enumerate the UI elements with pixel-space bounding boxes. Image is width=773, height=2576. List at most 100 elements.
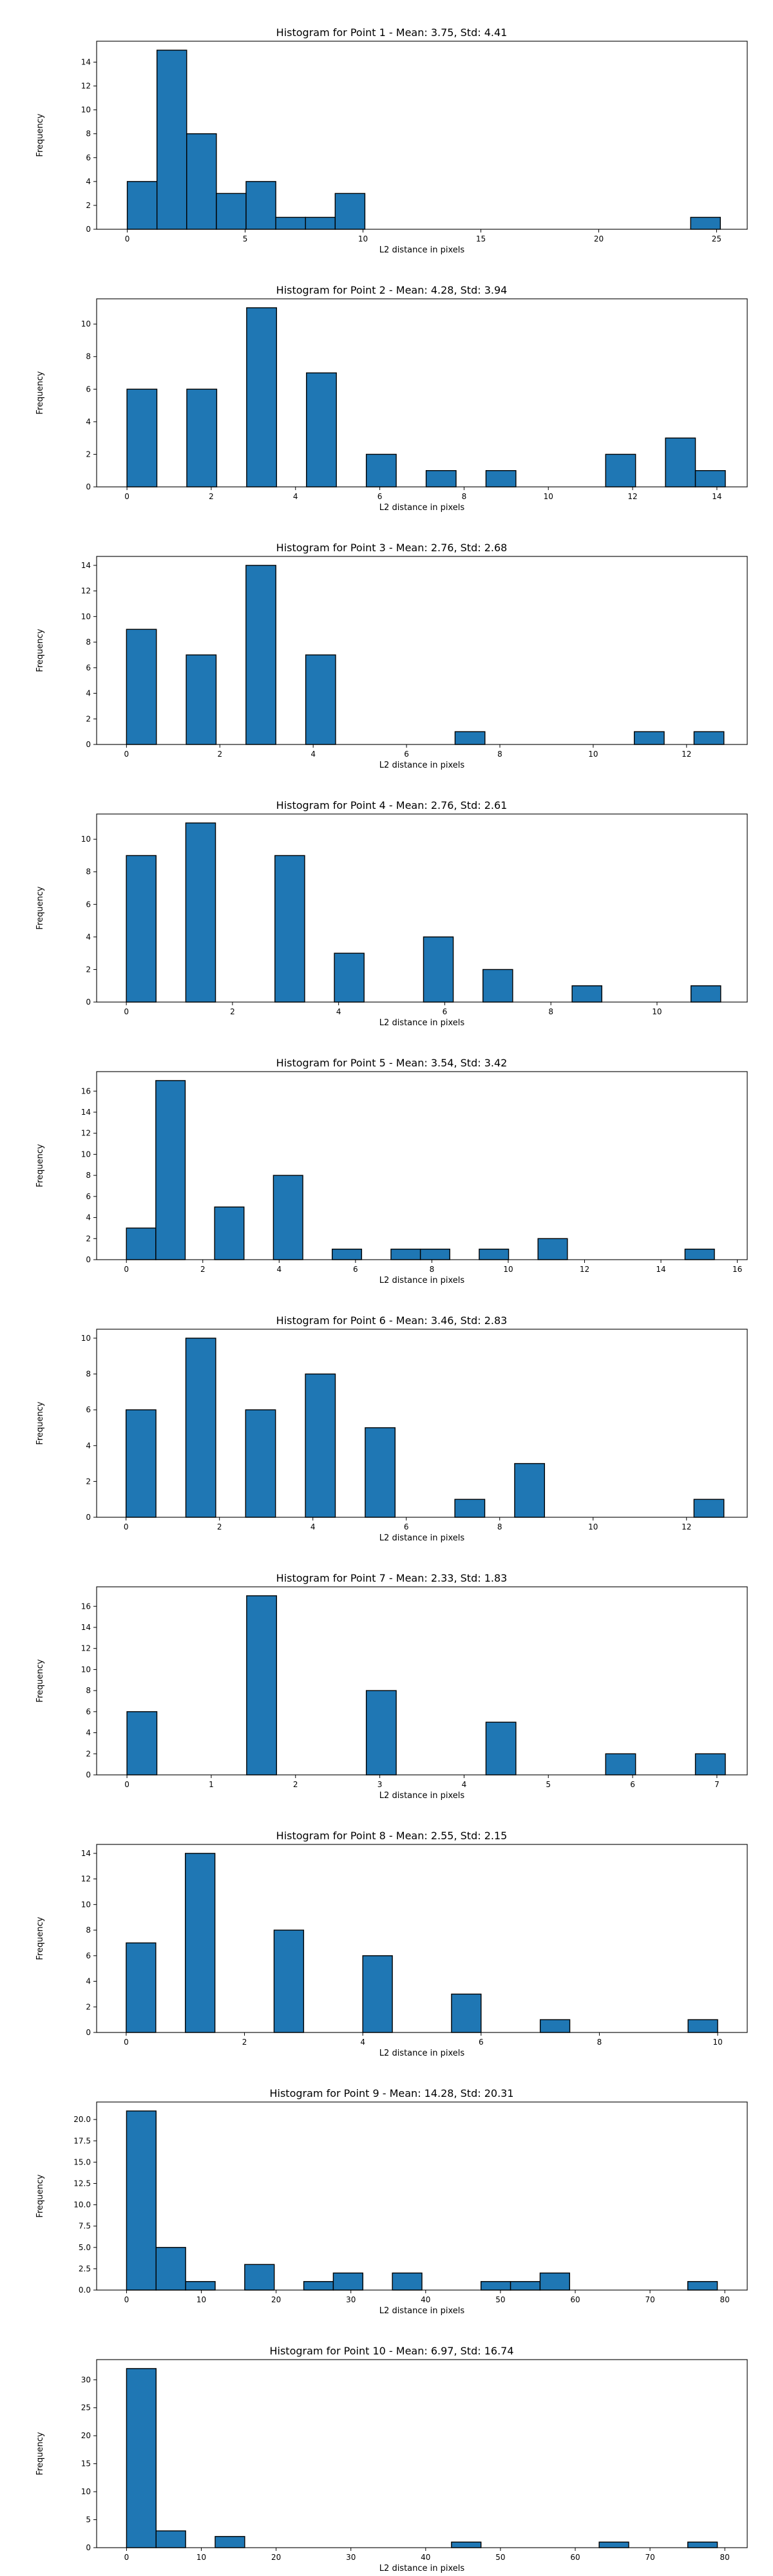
- y-tick-label: 12: [81, 1129, 91, 1138]
- histogram-panel: Histogram for Point 9 - Mean: 14.28, Std…: [0, 2061, 773, 2318]
- x-tick-label: 2: [209, 492, 214, 501]
- x-tick-label: 10: [588, 1522, 598, 1531]
- histogram-bar: [482, 969, 513, 1003]
- histogram-bar: [215, 2535, 245, 2548]
- y-ticks: 0 2 4 6 8 10 12 14: [81, 1849, 97, 2037]
- histogram-bar: [126, 855, 157, 1003]
- histogram-bar: [687, 2019, 718, 2033]
- y-tick-label: 0.0: [79, 2286, 91, 2295]
- histogram-bar: [332, 2272, 363, 2291]
- y-tick-label: 2: [86, 965, 91, 974]
- plot-frame: [96, 2101, 748, 2291]
- x-tick-label: 2: [217, 1522, 222, 1531]
- chart-title: Histogram for Point 7 - Mean: 2.33, Std:…: [276, 1572, 508, 1584]
- x-tick-label: 10: [503, 1265, 513, 1274]
- y-tick-label: 20: [81, 2431, 91, 2440]
- histogram-chart: Histogram for Point 4 - Mean: 2.76, Std:…: [35, 799, 748, 1028]
- x-tick-label: 40: [421, 2553, 430, 2562]
- x-axis-label: L2 distance in pixels: [379, 1791, 465, 1801]
- x-tick-label: 0: [124, 2553, 129, 2562]
- x-tick-label: 2: [200, 1265, 205, 1274]
- y-tick-label: 10: [81, 1150, 91, 1159]
- x-ticks: 0 2 4 6 8 10: [124, 1002, 662, 1016]
- y-tick-label: 15.0: [73, 2157, 91, 2166]
- x-axis-label: L2 distance in pixels: [379, 1533, 465, 1543]
- histogram-bar: [245, 565, 276, 745]
- x-tick-label: 5: [243, 234, 248, 243]
- histogram-bar: [454, 1499, 486, 1518]
- x-tick-label: 70: [645, 2553, 654, 2562]
- x-tick-label: 6: [443, 1007, 448, 1016]
- histogram-chart: Histogram for Point 9 - Mean: 14.28, Std…: [35, 2087, 748, 2316]
- y-axis-label: Frequency: [35, 113, 45, 156]
- histogram-bar: [539, 2272, 570, 2291]
- y-tick-label: 30: [81, 2375, 91, 2384]
- y-tick-label: 12: [81, 587, 91, 596]
- x-tick-label: 10: [358, 234, 368, 243]
- x-ticks: 0 2 4 6 8 10: [124, 2032, 723, 2047]
- x-tick-label: 12: [580, 1265, 589, 1274]
- histogram-panel: Histogram for Point 7 - Mean: 2.33, Std:…: [0, 1546, 773, 1803]
- bar-group: [126, 1595, 726, 1776]
- chart-title: Histogram for Point 9 - Mean: 14.28, Std…: [269, 2087, 513, 2099]
- y-tick-label: 5: [86, 2515, 91, 2524]
- histogram-bar: [425, 470, 457, 488]
- plot-frame: [96, 1329, 748, 1518]
- histogram-chart: Histogram for Point 8 - Mean: 2.55, Std:…: [35, 1830, 748, 2058]
- x-tick-label: 6: [377, 492, 383, 501]
- y-tick-label: 8: [86, 1370, 91, 1379]
- x-axis-label: L2 distance in pixels: [379, 245, 465, 255]
- bar-group: [126, 1853, 718, 2033]
- y-tick-label: 20.0: [73, 2115, 91, 2124]
- y-tick-label: 2: [86, 714, 91, 723]
- y-tick-label: 12.5: [73, 2179, 91, 2188]
- y-tick-label: 10: [81, 1900, 91, 1909]
- y-tick-label: 10: [81, 1665, 91, 1674]
- y-ticks: 0 2 4 6 8 10: [81, 835, 97, 1007]
- x-tick-label: 2: [242, 2038, 247, 2047]
- y-tick-label: 8: [86, 1926, 91, 1935]
- y-tick-label: 4: [86, 1728, 91, 1738]
- x-tick-label: 0: [125, 234, 130, 243]
- y-tick-label: 8: [86, 1171, 91, 1180]
- y-tick-label: 0: [86, 998, 91, 1007]
- x-tick-label: 10: [588, 750, 598, 759]
- histogram-bar: [214, 1206, 245, 1260]
- y-tick-label: 4: [86, 1213, 91, 1222]
- x-tick-label: 5: [546, 1780, 551, 1789]
- histogram-bar: [186, 133, 217, 230]
- histogram-bar: [392, 2272, 423, 2291]
- histogram-bar: [451, 2541, 482, 2548]
- x-tick-label: 15: [476, 234, 486, 243]
- y-tick-label: 4: [86, 689, 91, 698]
- x-tick-label: 14: [656, 1265, 665, 1274]
- histogram-bar: [186, 388, 218, 488]
- histogram-bar: [390, 1248, 421, 1260]
- histogram-bar: [126, 629, 157, 745]
- histogram-chart: Histogram for Point 2 - Mean: 4.28, Std:…: [35, 284, 748, 513]
- x-tick-label: 2: [217, 750, 222, 759]
- histogram-bar: [365, 1427, 396, 1518]
- y-axis-label: Frequency: [35, 1659, 45, 1702]
- histogram-chart: Histogram for Point 3 - Mean: 2.76, Std:…: [35, 542, 748, 770]
- chart-title: Histogram for Point 8 - Mean: 2.55, Std:…: [276, 1830, 508, 1842]
- x-tick-label: 2: [230, 1007, 235, 1016]
- x-axis-label: L2 distance in pixels: [379, 761, 465, 770]
- y-tick-label: 0: [86, 225, 91, 234]
- x-axis-label: L2 distance in pixels: [379, 1018, 465, 1028]
- bar-group: [126, 565, 725, 745]
- x-tick-label: 30: [346, 2553, 356, 2562]
- x-tick-label: 0: [124, 2295, 129, 2304]
- histogram-bar: [185, 2281, 216, 2291]
- histogram-chart: Histogram for Point 10 - Mean: 6.97, Std…: [35, 2345, 748, 2573]
- plot-frame: [96, 1586, 748, 1776]
- y-tick-label: 2: [86, 2002, 91, 2011]
- x-tick-label: 8: [497, 1522, 502, 1531]
- y-tick-label: 14: [81, 1623, 91, 1632]
- x-tick-label: 8: [430, 1265, 435, 1274]
- histogram-bar: [694, 1753, 726, 1776]
- y-tick-label: 10: [81, 106, 91, 115]
- histogram-bar: [126, 388, 158, 488]
- x-tick-label: 80: [720, 2295, 730, 2304]
- histogram-bar: [305, 216, 336, 230]
